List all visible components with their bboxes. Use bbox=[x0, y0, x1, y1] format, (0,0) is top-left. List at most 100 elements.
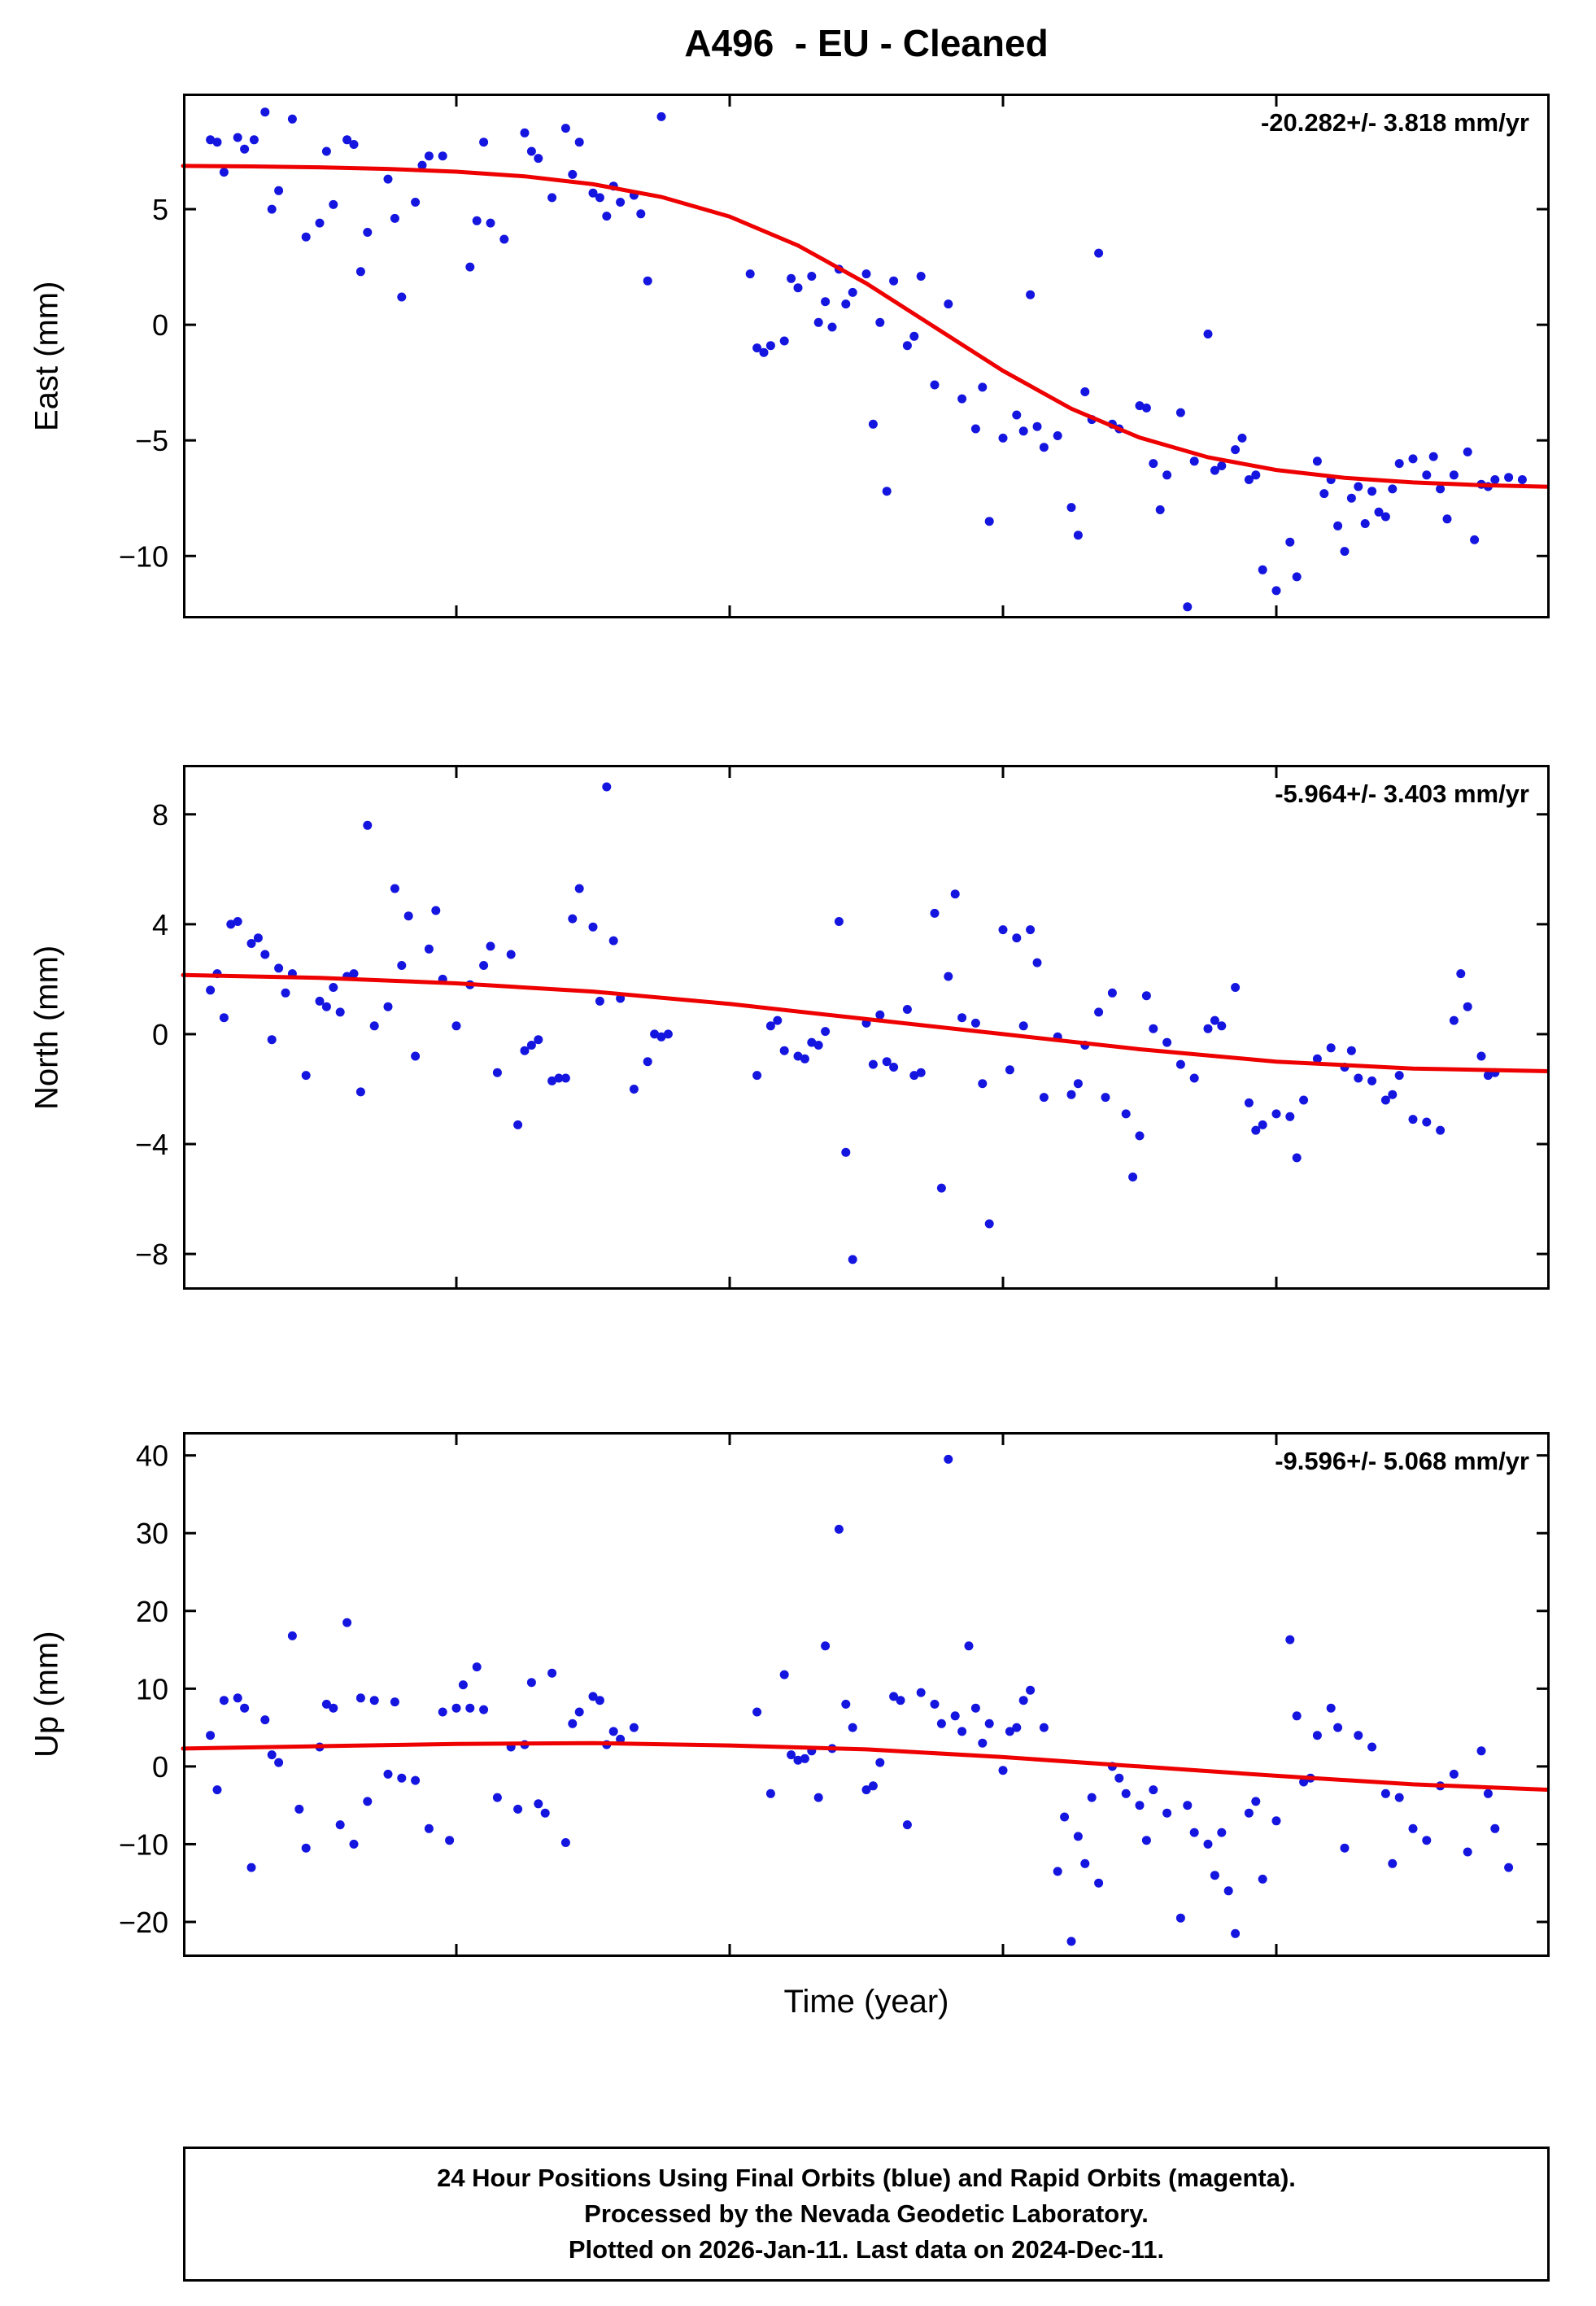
data-point bbox=[574, 884, 584, 893]
data-point bbox=[1422, 1117, 1432, 1127]
data-point bbox=[1428, 452, 1438, 461]
data-point bbox=[246, 939, 256, 948]
data-point bbox=[335, 1820, 345, 1830]
data-point bbox=[1101, 1093, 1110, 1103]
north-plot: 8 4 0 −4 −8 bbox=[135, 765, 1550, 1290]
data-point bbox=[526, 1678, 536, 1688]
data-point bbox=[1319, 489, 1329, 499]
data-point bbox=[479, 1705, 489, 1714]
data-point bbox=[1258, 1874, 1267, 1884]
data-point bbox=[902, 341, 912, 351]
data-point bbox=[848, 1255, 857, 1264]
data-point bbox=[1285, 1112, 1295, 1121]
data-point bbox=[417, 160, 427, 170]
data-point bbox=[212, 1785, 222, 1795]
data-point bbox=[1203, 1024, 1213, 1033]
data-point bbox=[1094, 248, 1104, 258]
data-point bbox=[807, 1037, 817, 1047]
data-point bbox=[882, 487, 892, 496]
data-point bbox=[841, 299, 851, 309]
data-point bbox=[1231, 983, 1241, 992]
data-point bbox=[1360, 519, 1370, 528]
trend-line bbox=[181, 1740, 1550, 1793]
data-point bbox=[1135, 1131, 1145, 1141]
data-point bbox=[608, 936, 618, 946]
data-point bbox=[451, 1021, 461, 1031]
y-tick-label: 20 bbox=[136, 1595, 168, 1628]
data-point bbox=[636, 209, 646, 219]
data-point bbox=[301, 1071, 311, 1081]
data-point bbox=[1018, 1696, 1028, 1705]
data-point bbox=[1354, 1073, 1363, 1083]
data-point bbox=[458, 1680, 468, 1690]
data-point bbox=[1060, 1812, 1070, 1822]
data-point bbox=[889, 276, 899, 286]
data-point bbox=[752, 1707, 762, 1717]
data-point bbox=[1244, 1808, 1254, 1818]
data-point bbox=[1183, 602, 1193, 612]
data-point bbox=[1476, 1746, 1486, 1756]
data-point bbox=[1251, 1125, 1261, 1135]
data-point bbox=[1244, 1098, 1254, 1107]
data-point bbox=[520, 128, 530, 138]
data-point bbox=[957, 1013, 967, 1023]
data-point bbox=[1271, 1816, 1281, 1826]
data-point bbox=[574, 1707, 584, 1717]
data-point bbox=[896, 1696, 905, 1705]
data-point bbox=[274, 1758, 284, 1767]
data-point bbox=[957, 394, 967, 404]
data-point bbox=[1026, 1685, 1036, 1695]
data-point bbox=[568, 169, 578, 179]
data-point bbox=[411, 1775, 421, 1785]
data-point bbox=[1005, 1065, 1014, 1075]
data-point bbox=[206, 985, 216, 995]
data-point bbox=[1312, 1731, 1322, 1740]
data-point bbox=[363, 228, 373, 237]
data-point bbox=[540, 1808, 550, 1818]
data-point bbox=[588, 188, 598, 198]
data-point bbox=[1080, 387, 1090, 396]
data-point bbox=[1141, 1836, 1151, 1845]
data-point bbox=[206, 1731, 216, 1740]
data-point bbox=[219, 168, 229, 177]
data-point bbox=[779, 1046, 789, 1055]
data-point bbox=[1135, 401, 1145, 411]
data-point bbox=[1155, 505, 1165, 514]
data-point bbox=[1087, 1793, 1097, 1802]
data-point bbox=[793, 1051, 803, 1061]
data-point bbox=[267, 1750, 277, 1760]
data-point bbox=[411, 198, 421, 207]
data-point bbox=[875, 1010, 885, 1020]
north-axis-label: North (mm) bbox=[28, 945, 65, 1110]
data-point bbox=[882, 1057, 892, 1067]
data-point bbox=[1149, 1785, 1158, 1795]
data-point bbox=[465, 1703, 475, 1713]
data-point bbox=[1312, 1054, 1322, 1063]
data-point bbox=[1032, 958, 1042, 967]
data-point bbox=[321, 1002, 331, 1011]
data-point bbox=[1380, 512, 1390, 522]
data-point bbox=[363, 820, 373, 830]
data-point bbox=[1231, 445, 1241, 455]
data-point bbox=[765, 1021, 775, 1031]
y-tick-label: −10 bbox=[119, 539, 168, 573]
data-point bbox=[930, 908, 940, 918]
data-point bbox=[315, 996, 325, 1006]
data-point bbox=[451, 1703, 461, 1713]
data-point bbox=[595, 996, 604, 1006]
data-point bbox=[246, 1863, 256, 1872]
data-point bbox=[889, 1692, 899, 1701]
data-point bbox=[397, 1773, 407, 1783]
data-point bbox=[240, 1703, 250, 1713]
data-point bbox=[827, 322, 837, 332]
data-point bbox=[1066, 1937, 1076, 1946]
data-point bbox=[779, 336, 789, 346]
data-point bbox=[1326, 1043, 1336, 1053]
data-point bbox=[1463, 1847, 1472, 1857]
data-point bbox=[1189, 456, 1199, 466]
y-tick-label: 0 bbox=[152, 308, 168, 342]
data-point bbox=[978, 382, 988, 392]
data-point bbox=[1354, 482, 1363, 491]
y-tick-label: 8 bbox=[152, 798, 168, 832]
y-tick-label: −4 bbox=[135, 1128, 168, 1161]
